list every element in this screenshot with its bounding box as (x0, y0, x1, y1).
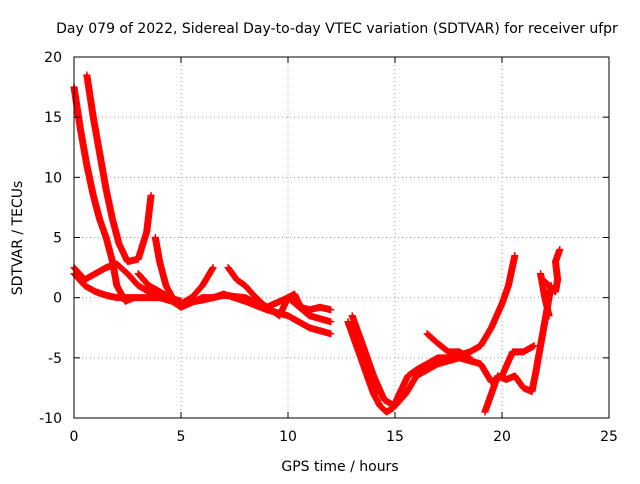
x-tick-label: 5 (177, 429, 186, 445)
y-tick-label: 10 (44, 170, 62, 186)
chart-title: Day 079 of 2022, Sidereal Day-to-day VTE… (56, 21, 618, 37)
y-tick-label: 5 (53, 231, 62, 247)
data-point (545, 312, 553, 320)
x-tick-label: 20 (493, 429, 511, 445)
axes (73, 56, 610, 419)
y-tick-label: -10 (39, 411, 62, 427)
data-point (327, 306, 335, 314)
data-point (511, 252, 519, 260)
series-11 (423, 330, 474, 362)
series-1 (70, 83, 138, 305)
series-6 (134, 270, 185, 305)
series-14 (537, 270, 553, 320)
y-tick-label: -5 (48, 351, 62, 367)
x-tick-label: 10 (279, 429, 297, 445)
grid-lines (74, 57, 609, 418)
data-point (376, 390, 384, 398)
tick-labels: 0 5 10 15 20 25 -10 -5 0 5 10 15 20 (39, 50, 618, 445)
x-tick-label: 25 (600, 429, 618, 445)
x-axis-label: GPS time / hours (281, 459, 398, 475)
x-tick-label: 15 (386, 429, 404, 445)
x-tick-label: 0 (70, 429, 79, 445)
data-point (466, 354, 474, 362)
y-tick-label: 0 (53, 291, 62, 307)
series-7 (224, 264, 335, 320)
data-point (556, 246, 564, 254)
data-point (327, 330, 335, 338)
data-point (327, 318, 335, 326)
data-point (209, 264, 217, 272)
data-series (70, 71, 564, 416)
data-point (147, 191, 155, 199)
series-10 (355, 330, 384, 398)
y-tick-label: 15 (44, 110, 62, 126)
data-point (177, 297, 185, 305)
y-tick-label: 20 (44, 50, 62, 66)
y-axis-label: SDTVAR / TECUs (10, 181, 26, 296)
data-point (530, 342, 538, 350)
series-2 (83, 71, 155, 266)
